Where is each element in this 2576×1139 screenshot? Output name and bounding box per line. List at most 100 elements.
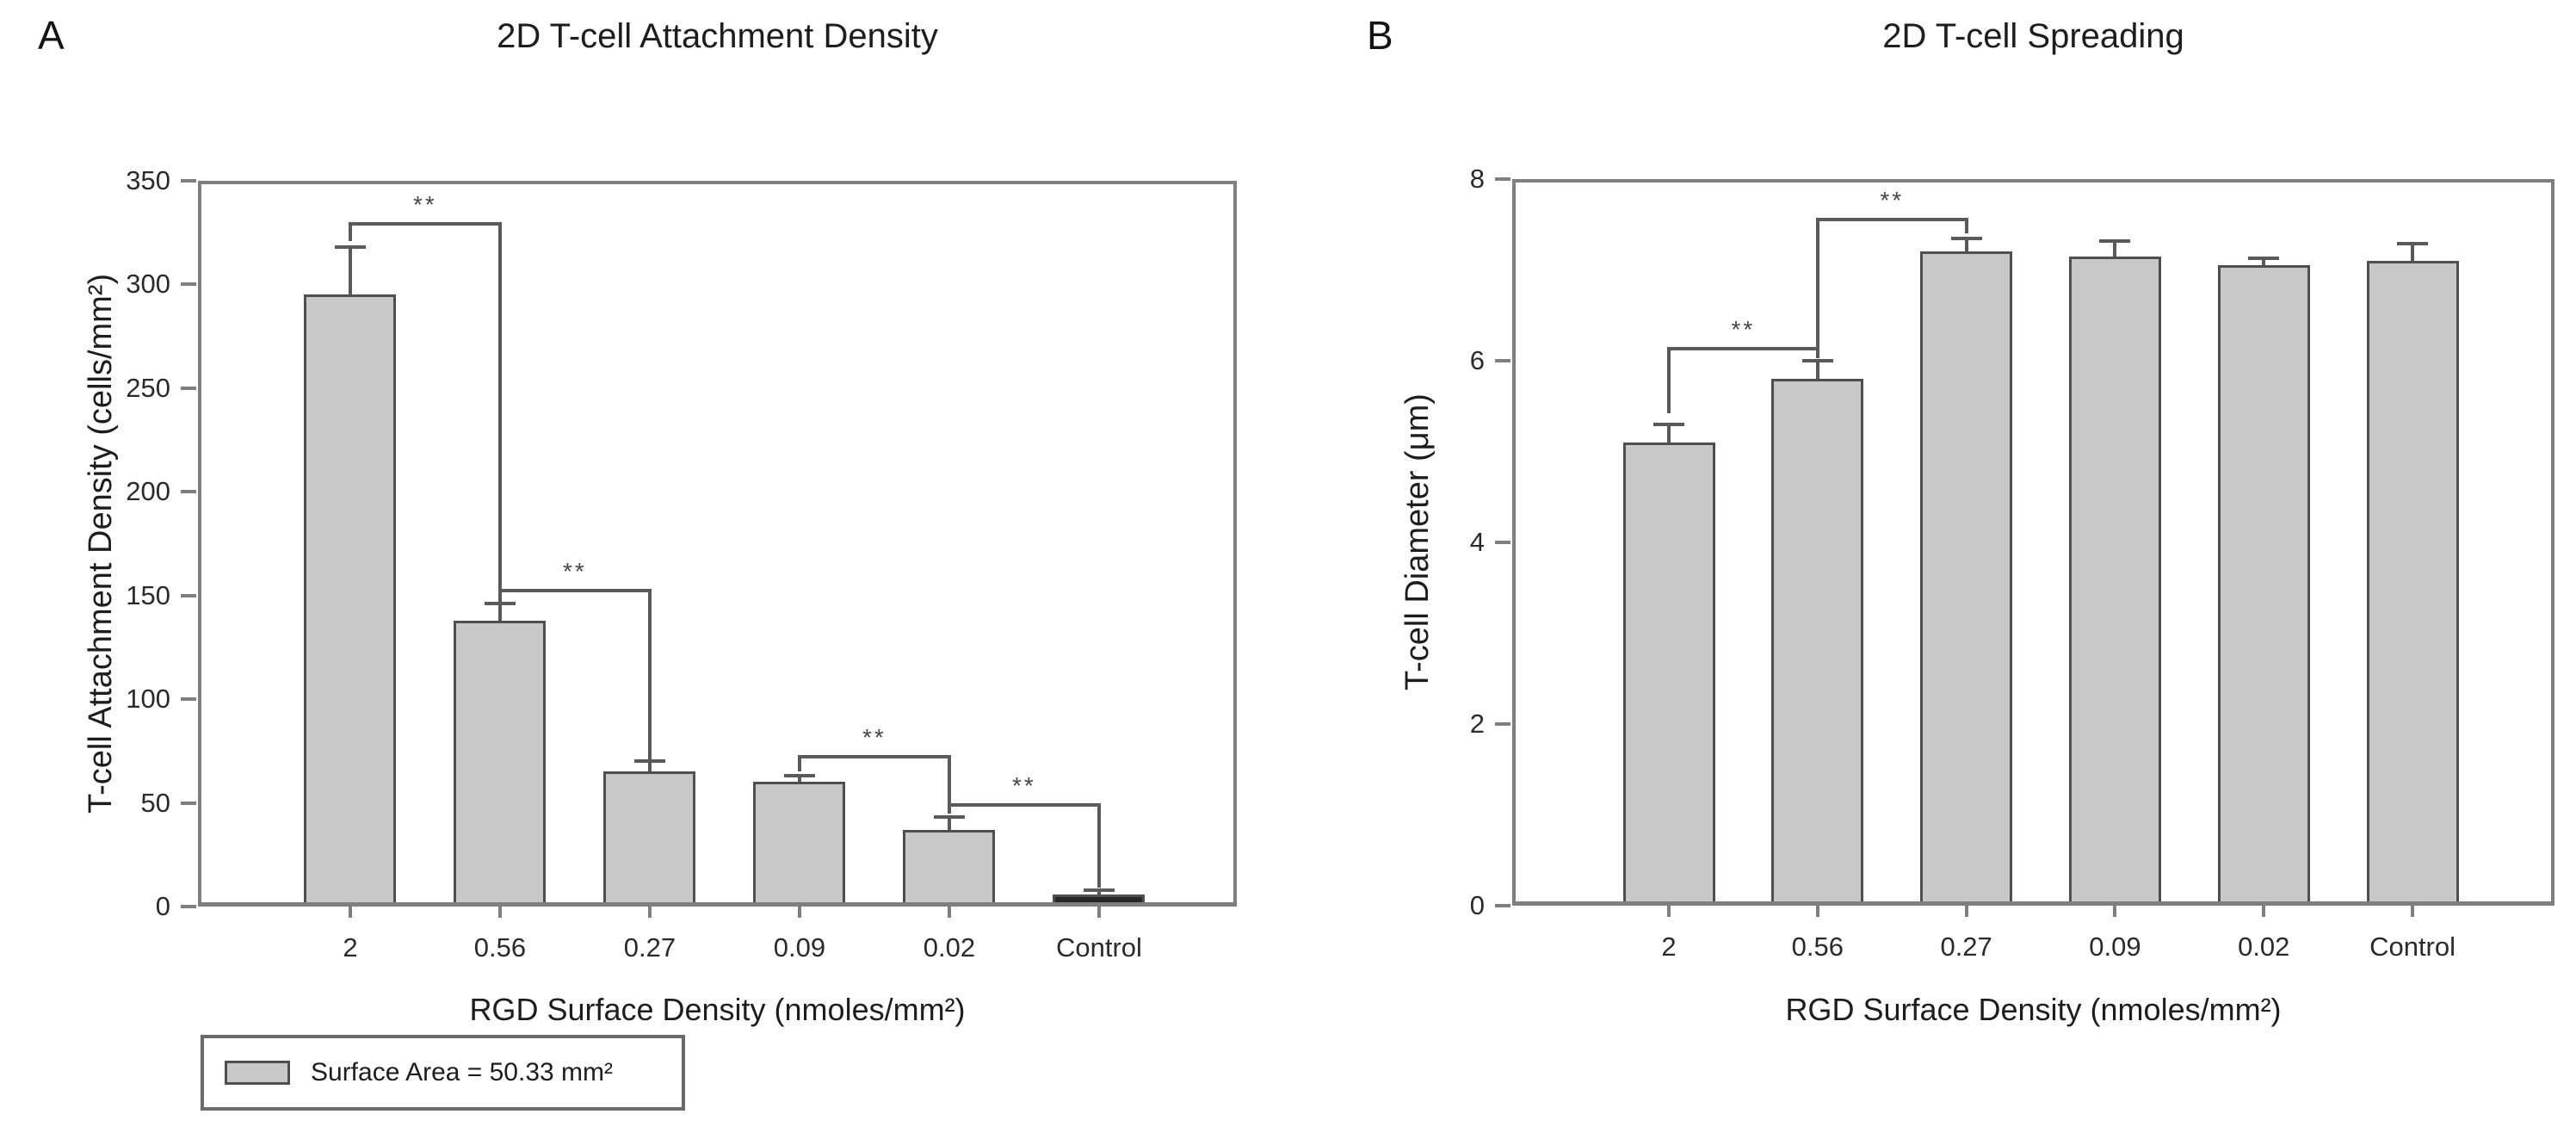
- x-tick-mark: [1815, 906, 1819, 917]
- error-bar-cap: [1801, 359, 1833, 362]
- x-axis-line: [198, 902, 1237, 907]
- y-tick-mark: [181, 179, 196, 183]
- y-tick-mark: [181, 593, 196, 597]
- y-tick-mark: [1495, 359, 1510, 362]
- significance-label: **: [413, 191, 437, 219]
- error-bar-cap: [1083, 888, 1115, 892]
- error-bar-cap: [1653, 422, 1684, 426]
- significance-bracket-bar: [349, 222, 500, 226]
- plot-right-border: [2551, 179, 2554, 906]
- y-tick-label: 0: [1469, 890, 1485, 920]
- error-bar-cap: [334, 245, 366, 250]
- bar: [2217, 265, 2310, 906]
- x-tick-label: 0.27: [1940, 932, 1992, 962]
- significance-bracket-bar: [948, 802, 1099, 807]
- significance-bracket-drop: [348, 222, 352, 241]
- legend-swatch: [225, 1061, 290, 1085]
- panel-b-x-axis-title: RGD Surface Density (nmoles/mm²): [1785, 992, 2282, 1027]
- error-bar-whisker: [1964, 238, 1968, 252]
- x-tick-mark: [348, 907, 352, 918]
- x-tick-mark: [797, 907, 801, 918]
- significance-bracket-drop: [1667, 347, 1671, 414]
- error-bar-cap: [633, 759, 665, 764]
- y-tick-label: 0: [155, 891, 170, 921]
- error-bar-cap: [2099, 238, 2131, 243]
- error-bar-whisker: [348, 247, 352, 295]
- bar: [1920, 251, 2013, 906]
- y-tick-label: 8: [1469, 164, 1485, 194]
- legend: Surface Area = 50.33 mm²: [201, 1035, 685, 1111]
- error-bar-cap: [783, 774, 815, 778]
- y-tick-mark: [181, 386, 196, 390]
- bar: [903, 829, 996, 907]
- x-tick-mark: [2113, 906, 2117, 917]
- significance-bracket-drop: [1964, 218, 1968, 234]
- significance-bracket-bar: [499, 589, 650, 593]
- x-tick-label: 0.09: [2089, 932, 2141, 962]
- x-tick-label: Control: [2369, 932, 2456, 962]
- y-tick-mark: [181, 905, 196, 908]
- x-tick-mark: [2262, 906, 2266, 917]
- significance-bracket-drop: [647, 589, 652, 762]
- error-bar-whisker: [497, 604, 502, 621]
- panel-a-plot-area: 0 50 100 150 200 250 300 350 2 0.56 0.27 0.09 0.02 Co…: [126, 165, 1237, 963]
- bar: [2366, 260, 2459, 906]
- error-bar-whisker: [797, 776, 801, 783]
- y-tick-label: 2: [1469, 709, 1485, 739]
- plot-top-border: [198, 181, 1237, 184]
- significance-bracket-drop: [497, 222, 502, 596]
- y-tick-mark: [1495, 177, 1510, 181]
- x-tick-mark: [647, 907, 652, 918]
- significance-bracket-bar: [1669, 347, 1818, 351]
- significance-bracket-drop: [497, 589, 502, 602]
- y-tick-label: 100: [126, 684, 170, 715]
- y-tick-label: 150: [126, 579, 170, 610]
- y-axis-line: [198, 181, 201, 907]
- panel-a-label: A: [38, 13, 65, 58]
- error-bar-cap: [2397, 241, 2429, 245]
- y-tick-label: 6: [1469, 345, 1485, 375]
- y-tick-label: 350: [126, 165, 170, 195]
- panel-b-plot-area: 0 2 4 6 8 2 0.56 0.27 0.09 0.02 Control ** **: [1470, 164, 2554, 962]
- error-bar-whisker: [1815, 361, 1819, 380]
- significance-label: **: [563, 558, 587, 585]
- significance-label: **: [1012, 771, 1036, 799]
- bar: [1771, 379, 1864, 906]
- x-axis-line: [1512, 901, 2554, 906]
- y-tick-mark: [181, 801, 196, 805]
- bar: [454, 620, 547, 907]
- x-tick-mark: [497, 907, 502, 918]
- x-tick-label: 0.09: [773, 932, 826, 963]
- significance-bracket-drop: [947, 802, 951, 812]
- x-tick-mark: [1667, 906, 1671, 917]
- x-tick-mark: [1964, 906, 1968, 917]
- error-bar-whisker: [947, 817, 951, 830]
- y-tick-label: 250: [126, 372, 170, 403]
- x-tick-label: 2: [343, 932, 358, 963]
- error-bar-cap: [933, 815, 965, 820]
- significance-bracket-drop: [947, 755, 951, 814]
- error-bar-whisker: [647, 761, 652, 772]
- x-tick-mark: [947, 907, 951, 918]
- y-tick-mark: [1495, 541, 1510, 544]
- significance-label: **: [862, 724, 886, 752]
- y-tick-label: 200: [126, 476, 170, 507]
- x-tick-mark: [1096, 907, 1101, 918]
- legend-label: Surface Area = 50.33 mm²: [311, 1058, 614, 1086]
- error-bar-whisker: [2411, 243, 2415, 261]
- bar: [753, 782, 846, 907]
- error-bar-whisker: [1096, 889, 1101, 894]
- error-bar-cap: [2248, 256, 2280, 260]
- error-bar-cap: [1950, 236, 1982, 240]
- x-tick-label: 0.02: [923, 932, 976, 963]
- significance-bracket-drop: [1096, 802, 1101, 888]
- panel-b-title: 2D T-cell Spreading: [1882, 17, 2184, 55]
- significance-bracket-drop: [1815, 218, 1819, 356]
- y-axis-line: [1512, 179, 1516, 906]
- y-tick-mark: [181, 697, 196, 702]
- significance-label: **: [1880, 187, 1905, 214]
- x-tick-label: Control: [1055, 932, 1142, 963]
- bar: [603, 771, 696, 907]
- significance-bracket-drop: [797, 755, 801, 772]
